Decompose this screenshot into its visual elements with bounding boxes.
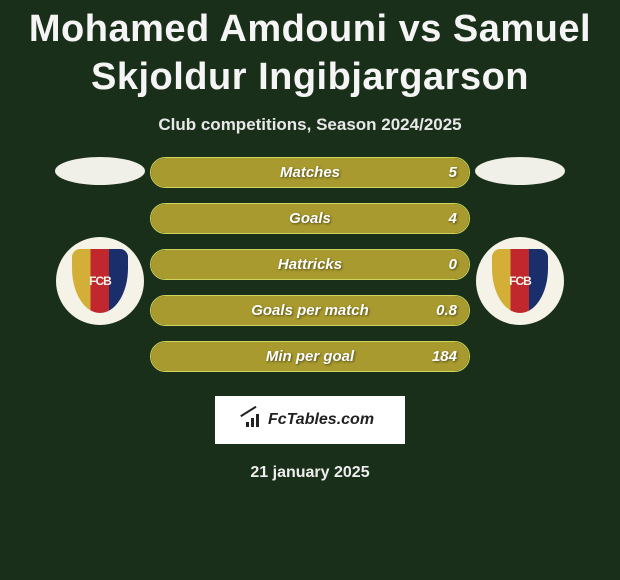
stat-label: Min per goal — [266, 348, 354, 365]
basel-shield-icon — [492, 249, 548, 313]
player-right-flag — [475, 157, 565, 185]
stat-label: Hattricks — [278, 256, 342, 273]
stat-bar: Goals per match 0.8 — [150, 295, 470, 326]
bar-chart-icon — [246, 413, 264, 427]
player-right-column — [470, 153, 570, 325]
player-left-flag — [55, 157, 145, 185]
player-left-column — [50, 153, 150, 325]
comparison-content: Matches 5 Goals 4 Hattricks 0 Goals per match 0… — [0, 153, 620, 372]
stat-value-right: 0.8 — [436, 302, 457, 319]
season-subtitle: Club competitions, Season 2024/2025 — [0, 115, 620, 135]
stat-label: Goals per match — [251, 302, 369, 319]
player-right-club-logo — [476, 237, 564, 325]
stat-value-right: 0 — [449, 256, 457, 273]
comparison-title: Mohamed Amdouni vs Samuel Skjoldur Ingib… — [0, 0, 620, 109]
stat-bar: Hattricks 0 — [150, 249, 470, 280]
branding-box: FcTables.com — [215, 396, 405, 444]
stat-bar: Min per goal 184 — [150, 341, 470, 372]
stat-bar: Matches 5 — [150, 157, 470, 188]
basel-shield-icon — [72, 249, 128, 313]
branding-text: FcTables.com — [268, 411, 374, 429]
stat-value-right: 5 — [449, 164, 457, 181]
stat-label: Matches — [280, 164, 340, 181]
stat-bar: Goals 4 — [150, 203, 470, 234]
snapshot-date: 21 january 2025 — [0, 464, 620, 482]
stat-label: Goals — [289, 210, 331, 227]
player-left-club-logo — [56, 237, 144, 325]
stat-value-right: 184 — [432, 348, 457, 365]
stats-bars: Matches 5 Goals 4 Hattricks 0 Goals per match 0… — [150, 153, 470, 372]
stat-value-right: 4 — [449, 210, 457, 227]
